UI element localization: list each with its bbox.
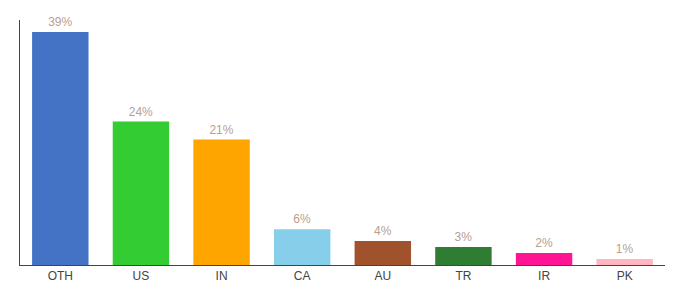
svg-text:1%: 1%	[616, 242, 634, 256]
svg-text:21%: 21%	[209, 123, 233, 137]
svg-text:TR: TR	[455, 269, 471, 283]
svg-text:PK: PK	[617, 269, 633, 283]
svg-text:3%: 3%	[455, 230, 473, 244]
svg-text:OTH: OTH	[48, 269, 73, 283]
svg-text:2%: 2%	[535, 236, 553, 250]
svg-text:IR: IR	[538, 269, 550, 283]
svg-text:CA: CA	[294, 269, 311, 283]
svg-text:6%: 6%	[293, 212, 311, 226]
svg-text:39%: 39%	[48, 15, 72, 29]
svg-text:4%: 4%	[374, 224, 392, 238]
svg-text:24%: 24%	[129, 105, 153, 119]
svg-text:AU: AU	[374, 269, 391, 283]
svg-text:IN: IN	[216, 269, 228, 283]
svg-text:US: US	[133, 269, 150, 283]
